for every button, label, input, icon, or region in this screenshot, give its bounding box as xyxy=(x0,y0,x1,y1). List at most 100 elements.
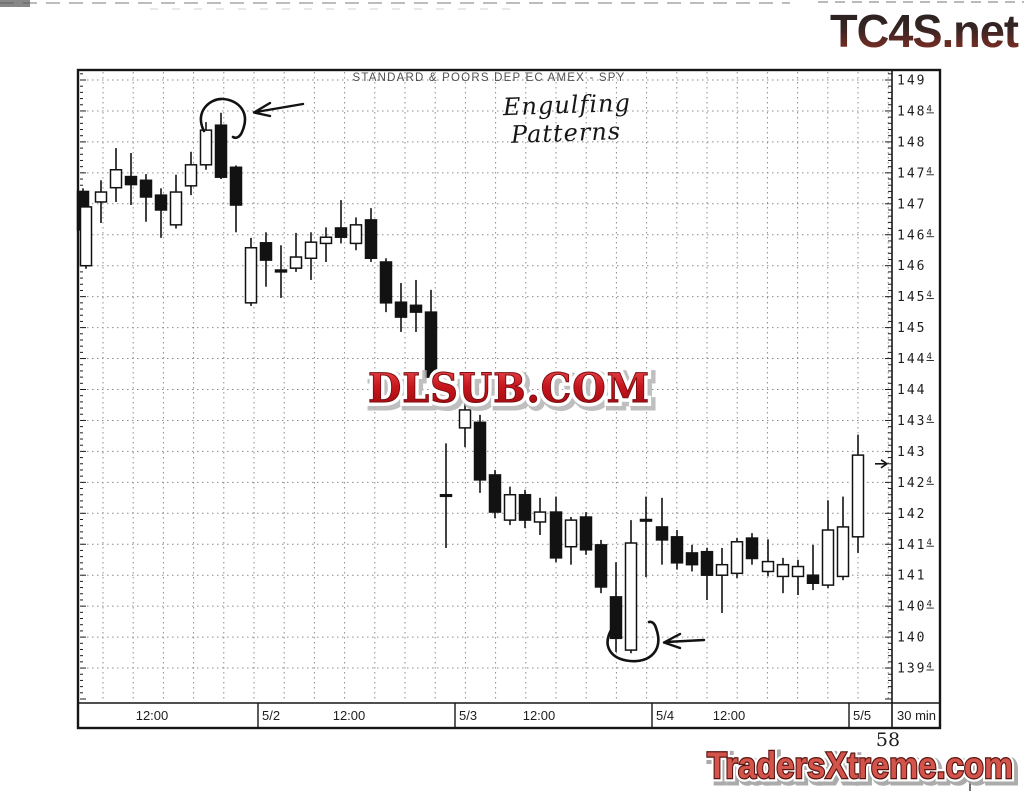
candle xyxy=(624,520,638,654)
candle xyxy=(745,533,759,565)
price-arrow-marker xyxy=(875,459,889,469)
hand-annotations xyxy=(199,97,706,663)
candle xyxy=(334,200,348,244)
candle xyxy=(394,283,408,332)
price-label: 143 xyxy=(897,445,926,460)
candle xyxy=(199,122,213,170)
tradersxtreme-text: TradersXtreme.com xyxy=(707,745,1013,786)
price-label: 149 xyxy=(897,74,926,89)
candle xyxy=(289,232,303,272)
candle xyxy=(109,148,123,202)
candle xyxy=(458,390,472,448)
candle xyxy=(274,245,288,298)
tradersxtreme-shadow: TradersXtreme.com xyxy=(710,748,1016,789)
price-axis-labels: 149 1484 148 1474 147 1464 146 1454 145 1444 144 14… xyxy=(897,74,934,677)
candle xyxy=(776,557,790,594)
price-label: 142 xyxy=(897,507,926,522)
time-label: 5/5 xyxy=(853,708,871,723)
bottom-circle-annotation xyxy=(606,620,660,663)
top-arrow-annotation xyxy=(252,101,305,118)
watermark-text: DLSUB.COM xyxy=(368,365,650,412)
page-number: 58 xyxy=(875,729,901,751)
candle xyxy=(730,538,744,579)
candle xyxy=(836,496,850,581)
candle xyxy=(851,434,865,553)
time-axis-labels: 12:00 5/2 12:00 5/3 12:00 5/4 12:00 5/5 30 min xyxy=(136,703,936,728)
bottom-arrow-annotation xyxy=(662,632,706,650)
candle xyxy=(549,496,563,563)
candle xyxy=(79,191,93,269)
candle xyxy=(685,544,699,572)
time-label: 5/2 xyxy=(262,708,280,723)
candle xyxy=(154,188,168,238)
watermark-outline: DLSUB.COM xyxy=(368,365,650,412)
time-label: 12:00 xyxy=(136,708,169,723)
time-label: 12:00 xyxy=(333,708,366,723)
candle xyxy=(319,227,333,262)
tradersxtreme-white-outline: TradersXtreme.com xyxy=(707,745,1013,786)
candle xyxy=(229,165,243,233)
price-label: 1444 xyxy=(897,352,934,367)
price-label: 1464 xyxy=(897,228,934,243)
price-label: 1454 xyxy=(897,290,934,305)
time-label: 5/3 xyxy=(459,708,477,723)
candle xyxy=(439,443,453,548)
price-label: 145 xyxy=(897,321,926,336)
price-label: 144 xyxy=(897,383,926,398)
candle xyxy=(349,217,363,251)
candle xyxy=(594,539,608,594)
candle xyxy=(473,414,487,493)
candle xyxy=(655,497,669,565)
price-label: 1434 xyxy=(897,414,934,429)
candle xyxy=(244,237,258,306)
candle xyxy=(639,496,653,578)
price-label: 1394 xyxy=(897,662,934,677)
time-label: 12:00 xyxy=(713,708,746,723)
price-label: 148 xyxy=(897,135,926,150)
candle xyxy=(791,559,805,596)
time-label: 30 min xyxy=(897,708,936,723)
axis-ticks xyxy=(80,73,892,700)
candle xyxy=(821,500,835,589)
candle xyxy=(304,232,318,280)
candle xyxy=(670,530,684,570)
candle xyxy=(518,489,532,529)
candle xyxy=(488,469,502,519)
price-label: 1414 xyxy=(897,538,934,553)
candle xyxy=(94,180,108,223)
candle xyxy=(564,517,578,565)
candle xyxy=(214,112,228,180)
candle xyxy=(184,151,198,196)
tc4s-logo-text: TC4S.net xyxy=(830,5,1019,57)
price-label: 1424 xyxy=(897,476,934,491)
price-label: 147 xyxy=(897,197,926,212)
candle xyxy=(259,232,273,287)
candle xyxy=(533,497,547,535)
candle xyxy=(379,258,393,313)
tradersxtreme-logo: TradersXtreme.com TradersXtreme.com Trad… xyxy=(704,742,1021,791)
candle xyxy=(409,279,423,332)
candle xyxy=(806,544,820,591)
price-label: 1474 xyxy=(897,166,934,181)
price-label: 146 xyxy=(897,259,926,274)
candle xyxy=(424,289,438,384)
top-circle-annotation xyxy=(199,97,247,140)
candle xyxy=(169,174,183,229)
dlsub-watermark: DLSUB.COM DLSUB.COM DLSUB.COM xyxy=(364,361,658,418)
handwritten-note-line2: Patterns xyxy=(510,117,622,149)
tc4s-logo: TC4S.net xyxy=(830,5,1020,57)
price-label: 141 xyxy=(897,569,926,584)
time-label: 12:00 xyxy=(523,708,556,723)
candle xyxy=(761,539,775,577)
time-label: 5/4 xyxy=(656,708,674,723)
candle xyxy=(715,547,729,613)
candle xyxy=(700,547,714,600)
candle xyxy=(139,174,153,222)
candle xyxy=(124,153,138,206)
handwritten-note-line1: Engulfing xyxy=(502,88,632,122)
candle xyxy=(503,486,517,526)
price-label: 1484 xyxy=(897,104,934,119)
price-label: 140 xyxy=(897,631,926,646)
